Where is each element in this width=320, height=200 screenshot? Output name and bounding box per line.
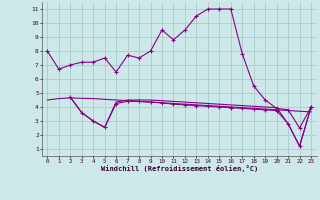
- X-axis label: Windchill (Refroidissement éolien,°C): Windchill (Refroidissement éolien,°C): [100, 165, 258, 172]
